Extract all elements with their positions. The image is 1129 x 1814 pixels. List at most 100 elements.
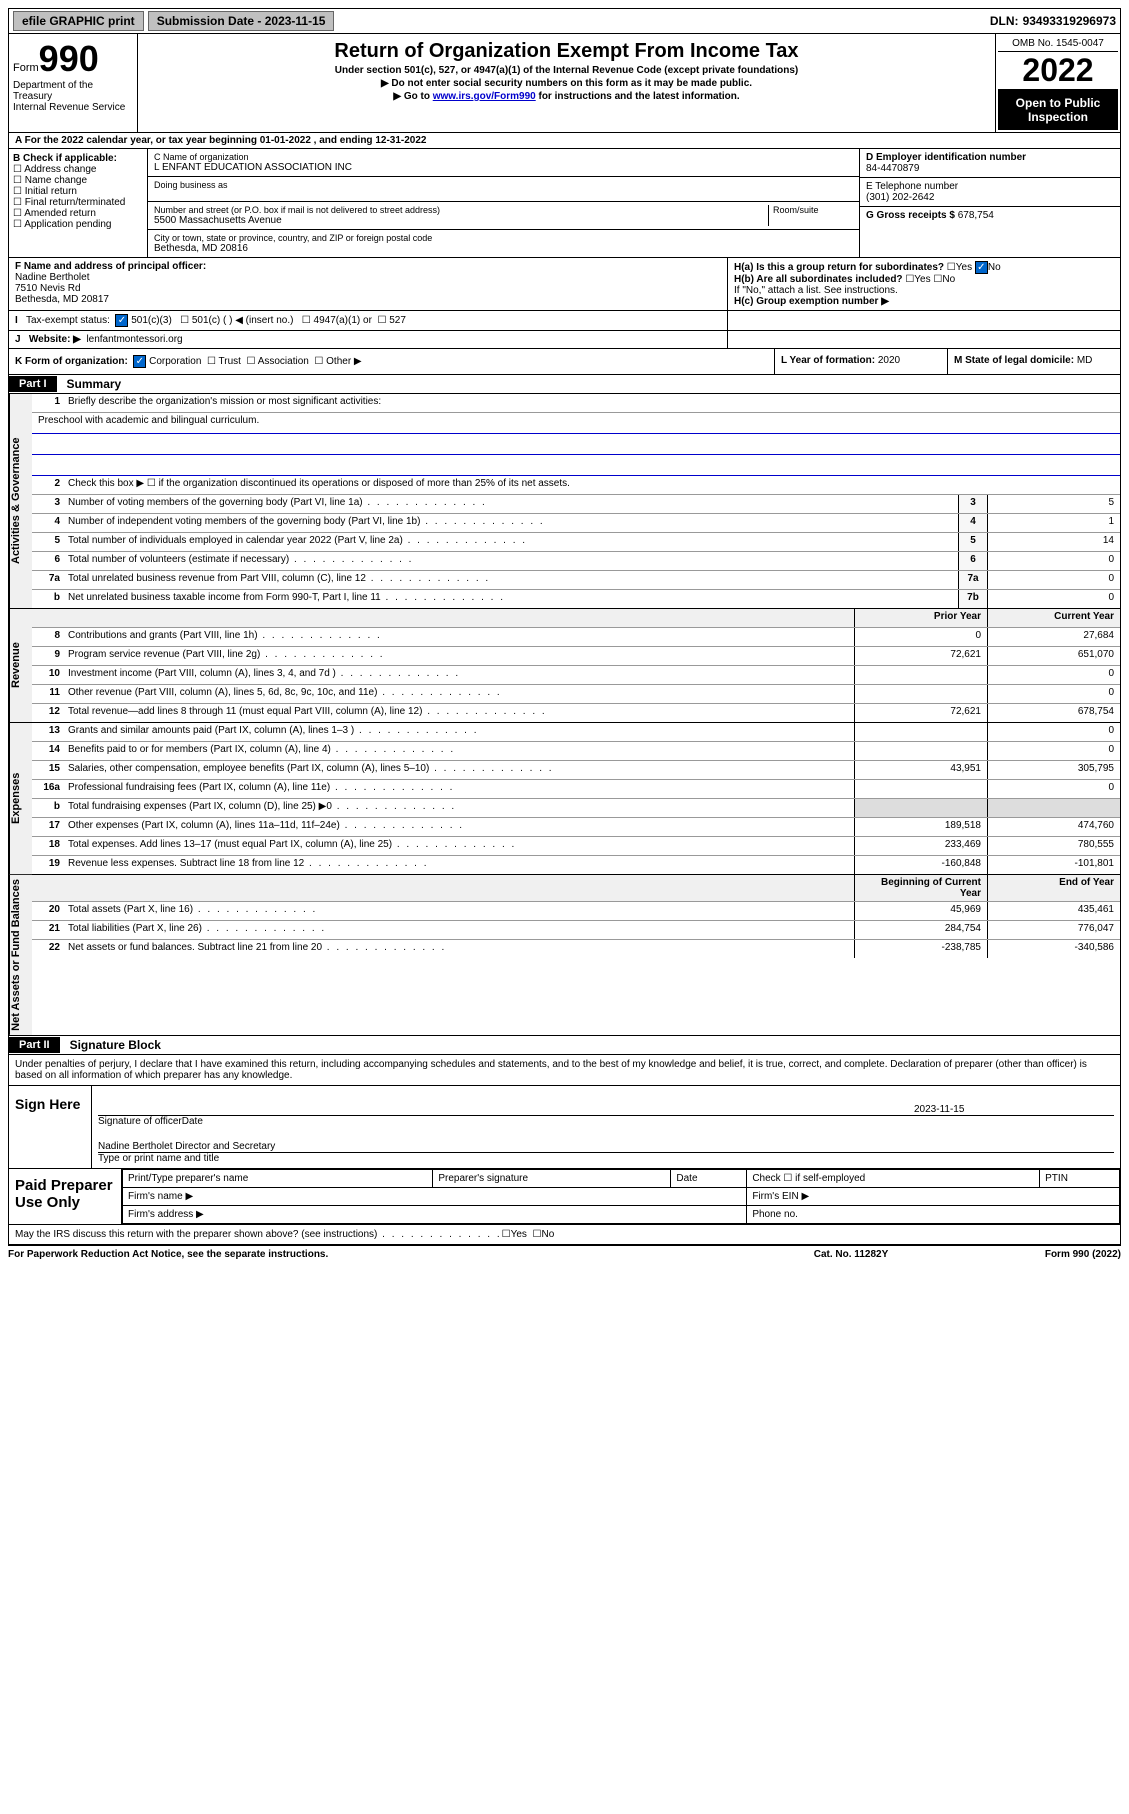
row-klm: K Form of organization: Corporation ☐ Tr… [8,349,1121,375]
hb-yes: Yes [914,274,930,285]
l3: Number of voting members of the governin… [64,495,958,513]
v7a: 0 [987,571,1120,589]
submission-btn[interactable]: Submission Date - 2023-11-15 [148,11,335,31]
beg-year-hdr: Beginning of Current Year [854,875,987,901]
form-title: Return of Organization Exempt From Incom… [146,40,987,63]
row-text: Professional fundraising fees (Part IX, … [64,780,854,798]
paid-prep-lbl: Paid Preparer Use Only [9,1169,122,1224]
form-number: 990 [39,38,99,79]
row-text: Grants and similar amounts paid (Part IX… [64,723,854,741]
mission-blank1 [32,434,1120,455]
submission-label: Submission Date - [157,14,265,28]
l7b: Net unrelated business taxable income fr… [64,590,958,608]
efile-btn[interactable]: efile GRAPHIC print [13,11,144,31]
row-fh: F Name and address of principal officer:… [8,258,1121,311]
c-street-lbl: Number and street (or P.O. box if mail i… [154,205,768,215]
opt-501c: 501(c) ( ) ◀ (insert no.) [192,315,294,326]
tax-year: 2022 [998,52,1118,90]
c-name-lbl: C Name of organization [154,152,853,162]
row-text: Net assets or fund balances. Subtract li… [64,940,854,958]
subtitle-1: Under section 501(c), 527, or 4947(a)(1)… [146,65,987,76]
cur-val: 0 [987,685,1120,703]
sig-of-lbl: Signature of officer [98,1116,182,1127]
prior-val: 72,621 [854,704,987,722]
ha-lbl: H(a) Is this a group return for subordin… [734,262,944,273]
part2-title: Signature Block [60,1036,171,1054]
subtitle-2: ▶ Do not enter social security numbers o… [146,78,987,89]
sub3-pre: ▶ Go to [393,91,432,102]
chk-final[interactable]: ☐ Final return/terminated [13,197,143,208]
row-text: Other revenue (Part VIII, column (A), li… [64,685,854,703]
prior-val: 45,969 [854,902,987,920]
row-text: Total assets (Part X, line 16) [64,902,854,920]
hc-lbl: H(c) Group exemption number ▶ [734,296,889,307]
table-row: 12Total revenue—add lines 8 through 11 (… [32,704,1120,722]
table-row: 16aProfessional fundraising fees (Part I… [32,780,1120,799]
sig-date-lbl: Date [182,1116,382,1127]
opt-pending: Application pending [24,219,111,230]
chk-initial[interactable]: ☐ Initial return [13,186,143,197]
mission-blank2 [32,455,1120,476]
top-bar: efile GRAPHIC print Submission Date - 20… [8,8,1121,34]
chk-address[interactable]: ☐ Address change [13,164,143,175]
prior-val: 0 [854,628,987,646]
row-text: Investment income (Part VIII, column (A)… [64,666,854,684]
row-text: Salaries, other compensation, employee b… [64,761,854,779]
prior-val [854,723,987,741]
c-room-lbl: Room/suite [773,205,853,215]
prior-val: 284,754 [854,921,987,939]
table-row: 21Total liabilities (Part X, line 26)284… [32,921,1120,940]
end-year-hdr: End of Year [987,875,1120,901]
e-lbl: E Telephone number [866,181,958,192]
vlabel-expenses: Expenses [9,723,32,874]
chk-corp[interactable] [133,355,146,368]
opt-corp: Corporation [149,356,201,367]
table-row: 10Investment income (Part VIII, column (… [32,666,1120,685]
row-text: Other expenses (Part IX, column (A), lin… [64,818,854,836]
chk-name[interactable]: ☐ Name change [13,175,143,186]
ha-no-check[interactable] [975,261,988,274]
chk-501c3[interactable] [115,314,128,327]
hb-note: If "No," attach a list. See instructions… [734,285,1114,296]
chk-pending[interactable]: ☐ Application pending [13,219,143,230]
irs-yes: Yes [511,1229,527,1240]
c-city: Bethesda, MD 20816 [154,243,853,254]
col-deg: D Employer identification number 84-4470… [860,149,1120,257]
f-lbl: F Name and address of principal officer: [15,261,206,272]
g-lbl: G Gross receipts $ [866,210,955,221]
row-text: Program service revenue (Part VIII, line… [64,647,854,665]
f-addr1: 7510 Nevis Rd [15,283,81,294]
part2-header: Part II Signature Block [8,1036,1121,1055]
prep-sig-lbl: Preparer's signature [433,1169,671,1187]
section-bcdefg: B Check if applicable: ☐ Address change … [8,149,1121,258]
submission-date: 2023-11-15 [265,14,326,28]
c-dba-lbl: Doing business as [154,180,853,190]
c-street: 5500 Massachusetts Avenue [154,215,768,226]
omb-number: OMB No. 1545-0047 [998,36,1118,52]
ptin-lbl: PTIN [1040,1169,1120,1187]
table-row: 9Program service revenue (Part VIII, lin… [32,647,1120,666]
row-text: Contributions and grants (Part VIII, lin… [64,628,854,646]
prior-val: 233,469 [854,837,987,855]
row-i: I Tax-exempt status: 501(c)(3) ☐ 501(c) … [8,311,1121,331]
opt-address: Address change [24,164,96,175]
table-row: 19Revenue less expenses. Subtract line 1… [32,856,1120,874]
firm-ein-lbl: Firm's EIN ▶ [747,1187,1120,1205]
cur-val: 0 [987,723,1120,741]
dln-label: DLN: [990,14,1019,28]
m-lbl: M State of legal domicile: [954,355,1074,366]
m-val: MD [1077,355,1093,366]
col-b: B Check if applicable: ☐ Address change … [9,149,148,257]
table-row: 8Contributions and grants (Part VIII, li… [32,628,1120,647]
j-lbl: J [15,334,21,345]
sign-here-block: Sign Here 2023-11-15 Signature of office… [8,1086,1121,1169]
subtitle-3: ▶ Go to www.irs.gov/Form990 for instruct… [146,91,987,102]
chk-amended[interactable]: ☐ Amended return [13,208,143,219]
instructions-link[interactable]: www.irs.gov/Form990 [433,91,536,102]
table-row: 18Total expenses. Add lines 13–17 (must … [32,837,1120,856]
firm-name-lbl: Firm's name ▶ [123,1187,747,1205]
v6: 0 [987,552,1120,570]
website-val: lenfantmontessori.org [86,334,182,345]
table-row: 22Net assets or fund balances. Subtract … [32,940,1120,958]
c-city-lbl: City or town, state or province, country… [154,233,853,243]
